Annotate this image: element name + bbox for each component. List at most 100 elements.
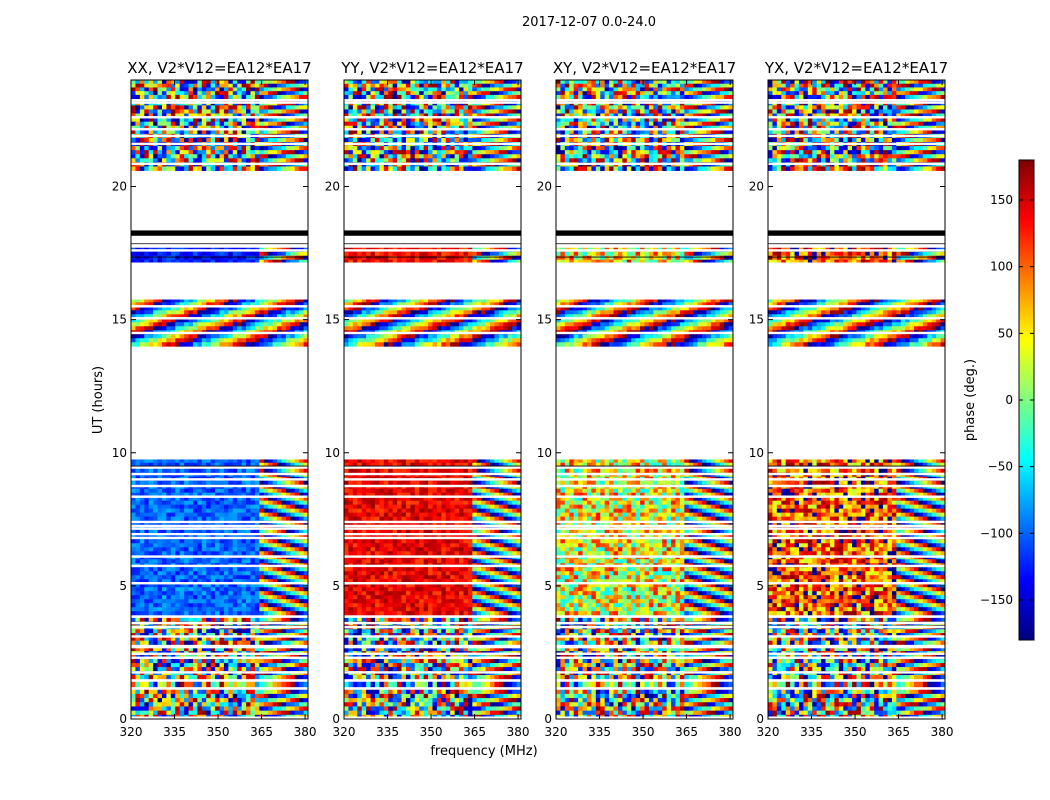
heatmap-cell — [419, 702, 425, 707]
heatmap-cell — [161, 259, 167, 265]
heatmap-cell — [188, 667, 194, 672]
heatmap-cell — [232, 480, 238, 486]
heatmap-cell — [148, 251, 154, 257]
heatmap-cell — [254, 595, 260, 600]
heatmap-cell — [259, 459, 265, 464]
heatmap-cell — [272, 575, 278, 580]
heatmap-cell — [219, 105, 225, 110]
heatmap-cell — [241, 129, 247, 135]
heatmap-cell — [215, 667, 220, 672]
heatmap-cell — [135, 150, 141, 155]
heatmap-cell — [219, 83, 225, 88]
heatmap-cell — [259, 338, 265, 343]
heatmap-cell — [263, 496, 269, 502]
heatmap-cell — [206, 567, 212, 572]
heatmap-cell — [361, 698, 367, 703]
heatmap-cell — [246, 693, 251, 699]
heatmap-cell — [148, 559, 154, 564]
heatmap-cell — [188, 298, 194, 303]
heatmap-cell — [472, 647, 478, 652]
heatmap-cell — [179, 129, 185, 135]
heatmap-cell — [472, 640, 478, 645]
heatmap-cell — [206, 318, 212, 323]
heatmap-cell — [131, 571, 136, 576]
heatmap-cell — [179, 166, 185, 171]
heatmap-cell — [201, 251, 207, 257]
heatmap-cell — [467, 667, 473, 672]
heatmap-cell — [184, 547, 189, 552]
heatmap-cell — [414, 633, 420, 638]
heatmap-cell — [361, 702, 367, 707]
heatmap-cell — [206, 689, 212, 695]
heatmap-cell — [175, 508, 181, 514]
heatmap-cell — [254, 326, 260, 331]
heatmap-cell — [148, 488, 154, 494]
heatmap-cell — [223, 83, 229, 88]
heatmap-cell — [131, 334, 136, 339]
heatmap-cell — [192, 105, 198, 110]
heatmap-cell — [170, 689, 176, 695]
heatmap-cell — [237, 571, 243, 576]
heatmap-cell — [166, 636, 172, 642]
heatmap-cell — [153, 595, 158, 600]
heatmap-cell — [259, 693, 265, 699]
heatmap-cell — [259, 87, 265, 92]
heatmap-cell — [166, 693, 172, 699]
heatmap-cell — [201, 146, 207, 151]
heatmap-cell — [294, 636, 300, 642]
heatmap-cell — [201, 528, 207, 534]
heatmap-cell — [436, 636, 442, 642]
heatmap-cell — [232, 342, 238, 347]
heatmap-cell — [272, 571, 278, 576]
heatmap-cell — [254, 675, 260, 680]
heatmap-cell — [215, 302, 220, 307]
heatmap-cell — [459, 663, 464, 668]
heatmap-cell — [285, 129, 291, 135]
heatmap-cell — [344, 681, 349, 688]
heatmap-cell — [254, 659, 260, 664]
heatmap-cell — [197, 459, 203, 464]
heatmap-cell — [472, 710, 478, 716]
heatmap-cell — [201, 647, 207, 652]
heatmap-cell — [290, 459, 296, 464]
heatmap-cell — [277, 488, 282, 494]
heatmap-cell — [352, 698, 358, 703]
heatmap-cell — [161, 667, 167, 672]
heatmap-cell — [192, 87, 198, 92]
heatmap-cell — [361, 629, 367, 634]
heatmap-cell — [228, 595, 234, 600]
heatmap-cell — [285, 559, 291, 564]
heatmap-cell — [285, 94, 291, 100]
heatmap-cell — [175, 129, 181, 135]
heatmap-cell — [285, 146, 291, 151]
heatmap-cell — [184, 603, 189, 608]
heatmap-cell — [223, 91, 229, 96]
heatmap-cell — [241, 255, 247, 261]
heatmap-cell — [232, 94, 238, 100]
heatmap-cell — [166, 689, 172, 695]
heatmap-cell — [285, 488, 291, 494]
heatmap-cell — [379, 706, 385, 712]
heatmap-cell — [179, 617, 185, 623]
heatmap-cell — [490, 647, 495, 652]
heatmap-cell — [170, 83, 176, 88]
heatmap-cell — [148, 492, 154, 498]
heatmap-cell — [366, 640, 371, 645]
heatmap-cell — [197, 693, 203, 699]
heatmap-cell — [250, 681, 256, 688]
heatmap-cell — [237, 500, 243, 506]
heatmap-cell — [157, 480, 163, 486]
heatmap-cell — [161, 663, 167, 668]
heatmap-cell — [184, 629, 189, 634]
heatmap-cell — [139, 663, 145, 668]
flag-line — [131, 679, 308, 682]
heatmap-cell — [192, 468, 198, 474]
heatmap-cell — [197, 528, 203, 534]
heatmap-cell — [294, 710, 300, 716]
heatmap-cell — [303, 636, 309, 642]
heatmap-cell — [144, 575, 150, 580]
heatmap-cell — [144, 667, 150, 672]
heatmap-cell — [135, 117, 141, 123]
heatmap-cell — [445, 659, 451, 664]
heatmap-cell — [263, 150, 269, 155]
